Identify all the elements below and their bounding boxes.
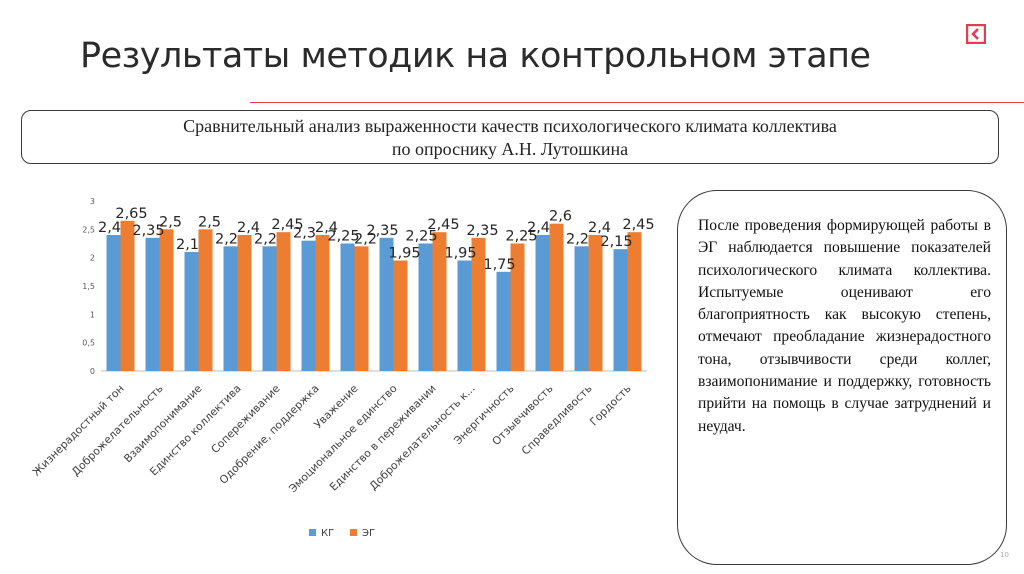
page-number: 10 — [1000, 551, 1009, 559]
chart-caption-line-1: Сравнительный анализ выраженности качест… — [183, 116, 837, 136]
bar-kg — [613, 249, 628, 371]
data-label: 1,95 — [444, 246, 476, 262]
title-underline — [250, 102, 1024, 103]
bar-eg — [393, 260, 408, 371]
bar-eg — [237, 235, 252, 371]
legend-label: ЭГ — [362, 528, 375, 539]
data-label: 2,2 — [215, 231, 238, 247]
bar-eg — [549, 223, 564, 371]
data-label: 2,2 — [254, 231, 277, 247]
data-label: 2,4 — [237, 220, 260, 236]
data-label: 2,2 — [354, 231, 377, 247]
bar-eg — [198, 229, 213, 371]
bar-eg — [276, 232, 291, 371]
bar-kg — [535, 235, 550, 371]
data-labels-group: 2,42,652,352,52,12,52,22,42,22,452,32,42… — [98, 206, 655, 273]
y-tick-label: 1,5 — [82, 282, 95, 291]
y-tick-label: 2,5 — [82, 225, 95, 234]
data-label: 2,45 — [427, 217, 459, 233]
bar-kg — [379, 237, 394, 371]
bar-eg — [627, 232, 642, 371]
y-tick-label: 2 — [90, 254, 95, 263]
data-label: 2,6 — [549, 209, 572, 225]
bar-kg — [418, 243, 433, 371]
data-label: 1,95 — [388, 246, 420, 262]
data-label: 2,25 — [405, 229, 437, 245]
bar-eg — [159, 229, 174, 371]
chart-caption-line-2: по опроснику А.Н. Лутошкина — [391, 139, 629, 159]
y-tick-label: 0 — [90, 367, 95, 376]
x-tick-label: Гордость — [587, 382, 633, 428]
bar-eg — [432, 232, 447, 371]
bars-group — [106, 220, 642, 371]
back-icon[interactable] — [966, 24, 986, 44]
legend-swatch-eg — [350, 529, 357, 536]
bar-eg — [510, 243, 525, 371]
data-label: 2,35 — [366, 223, 398, 239]
data-label: 2,4 — [588, 220, 611, 236]
x-tick-labels: Жизнерадостный тонДоброжелательностьВзаи… — [30, 382, 634, 496]
bar-kg — [145, 237, 160, 371]
bar-eg — [588, 235, 603, 371]
bar-kg — [223, 246, 238, 371]
chart-legend: КГ ЭГ — [309, 528, 375, 539]
bar-kg — [106, 235, 121, 371]
data-label: 1,75 — [483, 257, 515, 273]
bar-eg — [315, 235, 330, 371]
bar-chart: 00,511,522,53 2,42,652,352,52,12,52,22,4… — [30, 197, 655, 539]
bar-eg — [120, 220, 135, 371]
data-label: 2,3 — [293, 226, 316, 242]
data-label: 2,4 — [527, 220, 550, 236]
bar-kg — [340, 243, 355, 371]
page-title: Результаты методик на контрольном этапе — [80, 36, 871, 76]
bar-kg — [184, 252, 199, 371]
data-label: 2,4 — [98, 220, 121, 236]
data-label: 2,65 — [115, 206, 147, 222]
data-label: 2,25 — [505, 229, 537, 245]
bar-eg — [354, 246, 369, 371]
data-label: 2,1 — [176, 237, 199, 253]
data-label: 2,35 — [132, 223, 164, 239]
data-label: 2,45 — [622, 217, 654, 233]
bar-kg — [262, 246, 277, 371]
conclusion-note: После проведения формирующей работы в ЭГ… — [677, 190, 1007, 565]
data-label: 2,25 — [327, 229, 359, 245]
data-label: 2,4 — [315, 220, 338, 236]
data-label: 2,5 — [159, 214, 182, 230]
legend-swatch-kg — [309, 529, 316, 536]
data-label: 2,45 — [271, 217, 303, 233]
legend-label: КГ — [321, 528, 334, 539]
bar-kg — [457, 260, 472, 371]
y-tick-label: 3 — [90, 197, 95, 206]
x-tick-label: Справедливость — [519, 382, 595, 458]
bar-kg — [301, 240, 316, 371]
bar-eg — [471, 237, 486, 371]
y-tick-label: 0,5 — [82, 339, 95, 348]
y-tick-label: 1 — [90, 310, 95, 319]
chart-caption-box: Сравнительный анализ выраженности качест… — [21, 110, 999, 164]
bar-kg — [574, 246, 589, 371]
data-label: 2,35 — [466, 223, 498, 239]
x-tick-label: Сопереживание — [209, 382, 283, 456]
data-label: 2,2 — [566, 231, 589, 247]
bar-kg — [496, 271, 511, 371]
data-label: 2,5 — [198, 214, 221, 230]
data-label: 2,15 — [600, 234, 632, 250]
